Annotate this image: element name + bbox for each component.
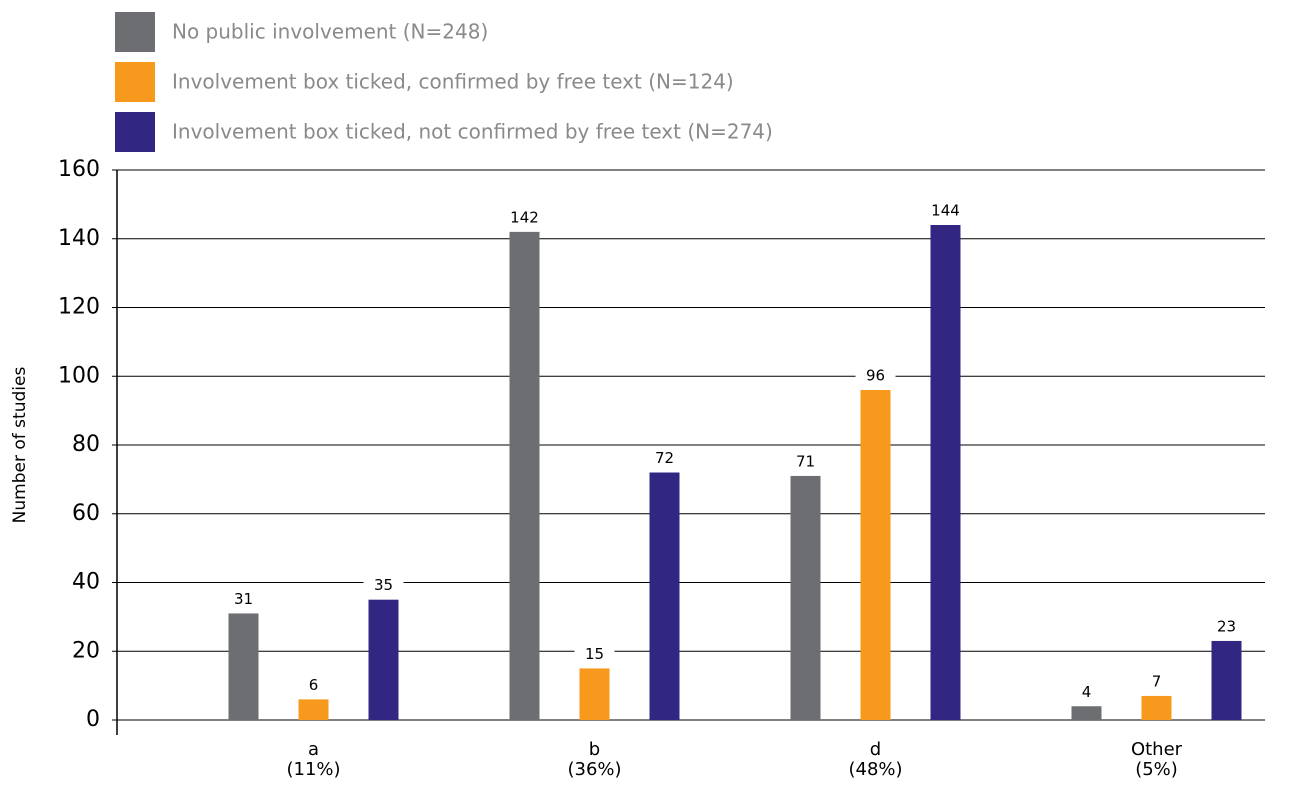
value-label-bg bbox=[1206, 616, 1247, 635]
value-label-bg bbox=[223, 589, 264, 608]
bar bbox=[1211, 640, 1242, 720]
value-label-bg bbox=[1136, 671, 1177, 690]
legend-label: Involvement box ticked, confirmed by fre… bbox=[172, 70, 734, 94]
value-label: 96 bbox=[866, 367, 885, 385]
bar bbox=[790, 475, 821, 720]
value-label: 7 bbox=[1152, 672, 1162, 690]
bar bbox=[228, 613, 259, 720]
y-axis-label: Number of studies bbox=[10, 367, 30, 524]
bar bbox=[1141, 695, 1172, 720]
value-label: 144 bbox=[931, 202, 960, 220]
value-label: 71 bbox=[796, 452, 815, 470]
y-tick-label: 160 bbox=[58, 157, 100, 182]
legend-swatch bbox=[115, 12, 155, 52]
y-tick-label: 60 bbox=[72, 501, 100, 526]
value-label: 142 bbox=[510, 208, 539, 226]
bar bbox=[509, 231, 540, 720]
y-tick-label: 40 bbox=[72, 570, 100, 595]
legend-label: No public involvement (N=248) bbox=[172, 20, 488, 44]
x-tick-label: (5%) bbox=[1135, 759, 1178, 780]
legend-swatch bbox=[115, 112, 155, 152]
value-label-bg bbox=[855, 366, 896, 384]
x-tick-label: (36%) bbox=[567, 759, 621, 780]
value-label: 4 bbox=[1082, 683, 1092, 701]
bar bbox=[368, 599, 399, 720]
x-tick-label: (48%) bbox=[848, 759, 902, 780]
bar bbox=[860, 390, 891, 720]
value-label-bg bbox=[644, 448, 685, 467]
x-tick-label: Other bbox=[1131, 739, 1183, 760]
y-tick-label: 120 bbox=[58, 295, 100, 320]
x-tick-label: b bbox=[589, 739, 600, 760]
value-label-bg bbox=[574, 644, 615, 663]
value-label: 15 bbox=[585, 645, 604, 663]
x-tick-label: d bbox=[870, 739, 881, 760]
y-tick-label: 140 bbox=[58, 226, 100, 251]
legend-swatch bbox=[115, 62, 155, 102]
y-tick-label: 0 bbox=[86, 707, 100, 732]
x-tick-label: a bbox=[308, 739, 319, 760]
bar bbox=[1071, 706, 1102, 720]
legend-label: Involvement box ticked, not confirmed by… bbox=[172, 120, 773, 144]
y-tick-label: 100 bbox=[58, 363, 100, 388]
value-label-bg bbox=[925, 201, 966, 219]
value-label-bg bbox=[785, 451, 826, 470]
value-label: 72 bbox=[655, 449, 674, 467]
bar bbox=[579, 668, 610, 720]
y-tick-label: 80 bbox=[72, 432, 100, 457]
value-label: 31 bbox=[234, 590, 253, 608]
bar bbox=[298, 699, 329, 720]
value-label-bg bbox=[363, 575, 404, 594]
value-label: 35 bbox=[374, 576, 393, 594]
value-label-bg bbox=[1066, 682, 1107, 701]
value-label-bg bbox=[293, 675, 334, 694]
y-tick-label: 20 bbox=[72, 638, 100, 663]
bar bbox=[649, 472, 680, 720]
bar bbox=[930, 225, 961, 720]
x-tick-label: (11%) bbox=[286, 759, 340, 780]
value-label: 6 bbox=[309, 676, 319, 694]
value-label: 23 bbox=[1217, 617, 1236, 635]
value-label-bg bbox=[504, 207, 545, 226]
